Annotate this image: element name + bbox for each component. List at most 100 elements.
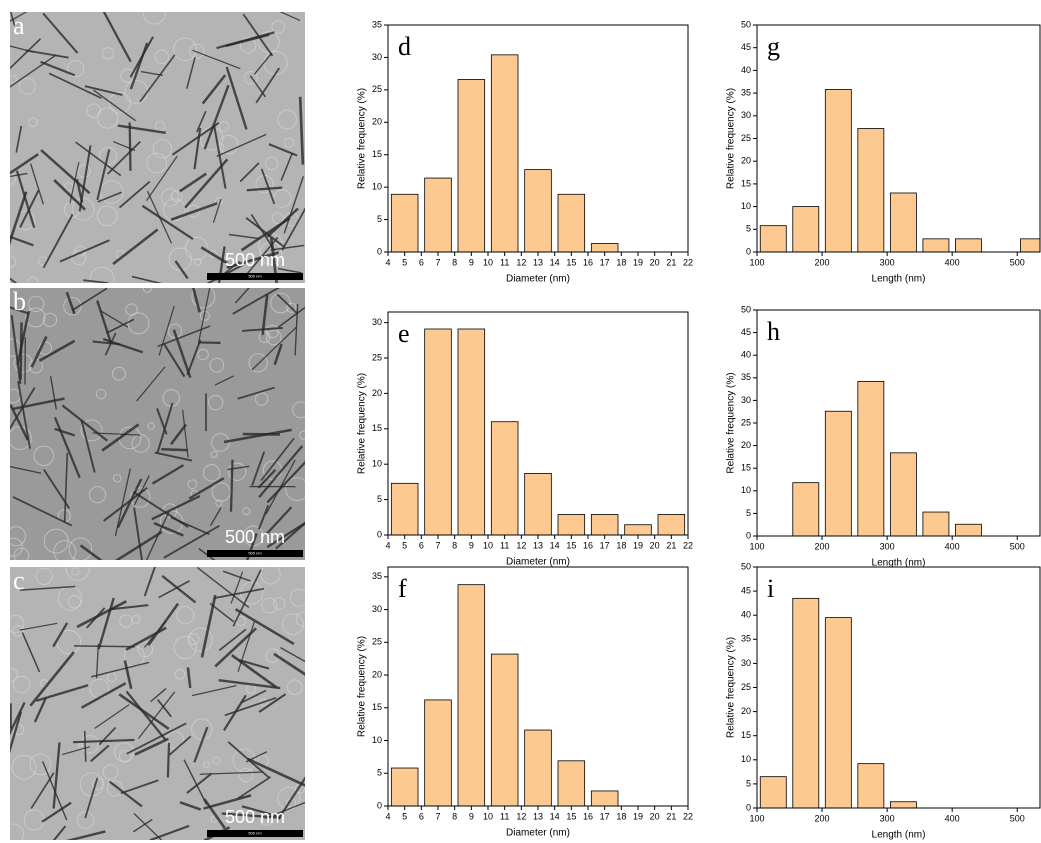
fiber <box>228 233 261 240</box>
fiber <box>42 12 79 54</box>
fiber <box>114 530 163 560</box>
fiber <box>59 239 110 263</box>
texture <box>228 462 247 481</box>
y-axis-title: Relative frequency (%) <box>357 88 368 189</box>
x-tick-label: 400 <box>945 257 960 267</box>
fiber <box>280 152 294 181</box>
texture <box>232 748 257 773</box>
y-tick-label: 30 <box>741 395 751 405</box>
fiber <box>258 445 304 498</box>
texture <box>11 754 37 780</box>
fiber <box>52 742 61 809</box>
texture <box>260 567 281 585</box>
fiber <box>52 622 69 648</box>
bar <box>922 238 950 252</box>
fiber <box>129 42 149 90</box>
texture <box>240 37 257 54</box>
fiber <box>93 89 136 122</box>
bar <box>424 177 452 252</box>
x-tick-label: 17 <box>600 540 610 550</box>
fiber <box>61 404 108 442</box>
scale-text: 500 nm <box>225 527 285 547</box>
y-tick-label: 15 <box>741 178 751 188</box>
fiber <box>151 464 185 485</box>
fiber <box>52 825 67 840</box>
fiber <box>179 801 202 811</box>
scale-bar <box>207 273 303 280</box>
fiber <box>161 447 188 452</box>
fiber <box>192 288 201 313</box>
x-tick-label: 200 <box>815 813 830 823</box>
y-tick-label: 0 <box>377 246 382 256</box>
fiber <box>192 49 241 70</box>
x-tick-label: 9 <box>469 257 474 267</box>
fiber <box>19 189 40 228</box>
fiber <box>154 451 193 462</box>
y-tick-label: 35 <box>741 372 751 382</box>
fiber <box>247 757 305 787</box>
x-tick-label: 15 <box>566 540 576 550</box>
fiber <box>253 52 273 75</box>
texture <box>142 288 153 293</box>
fiber <box>76 600 127 629</box>
fiber <box>200 594 217 658</box>
texture <box>244 70 258 85</box>
fiber <box>279 12 301 21</box>
x-tick-label: 17 <box>600 257 610 267</box>
fiber <box>147 602 180 647</box>
fiber <box>260 168 276 205</box>
bar <box>792 597 820 808</box>
fiber <box>33 697 47 723</box>
y-tick-label: 50 <box>741 304 751 314</box>
fiber <box>257 504 270 530</box>
y-tick-label: 25 <box>372 84 382 94</box>
fiber <box>10 12 16 26</box>
fiber <box>230 654 278 689</box>
y-tick-label: 30 <box>372 52 382 62</box>
bar <box>857 381 885 536</box>
fiber <box>17 380 31 449</box>
fiber <box>193 726 209 763</box>
texture <box>95 388 107 400</box>
fiber <box>270 244 305 251</box>
fiber <box>16 310 31 366</box>
fiber <box>280 647 305 663</box>
fiber <box>225 66 248 130</box>
y-tick-label: 30 <box>741 110 751 120</box>
x-tick-label: 9 <box>469 540 474 550</box>
texture <box>160 188 180 207</box>
bar <box>557 760 586 806</box>
texture <box>88 486 107 504</box>
fiber <box>212 198 222 223</box>
fiber <box>153 521 184 537</box>
x-tick-label: 13 <box>533 540 543 550</box>
fiber <box>151 494 201 521</box>
fiber <box>166 742 171 778</box>
y-tick-label: 5 <box>746 508 751 518</box>
fiber <box>163 343 186 378</box>
fiber <box>10 314 22 384</box>
x-tick-label: 19 <box>633 540 643 550</box>
x-axis-title: Length (nm) <box>872 558 926 569</box>
y-tick-label: 25 <box>741 682 751 692</box>
texture <box>271 20 285 34</box>
bar <box>922 511 950 536</box>
fiber <box>172 329 192 378</box>
bar <box>824 617 852 808</box>
fiber <box>125 690 167 741</box>
texture <box>112 366 127 381</box>
x-tick-label: 10 <box>483 257 493 267</box>
fiber <box>114 468 131 537</box>
texture <box>259 698 268 707</box>
texture <box>174 668 186 680</box>
bar <box>792 206 820 252</box>
x-axis-title: Diameter (nm) <box>506 274 570 285</box>
fiber <box>145 155 178 202</box>
texture <box>89 266 115 283</box>
texture <box>147 422 155 430</box>
fiber <box>174 260 189 280</box>
fiber <box>137 691 176 739</box>
fiber <box>10 711 23 754</box>
texture <box>186 204 200 218</box>
x-tick-label: 13 <box>533 257 543 267</box>
